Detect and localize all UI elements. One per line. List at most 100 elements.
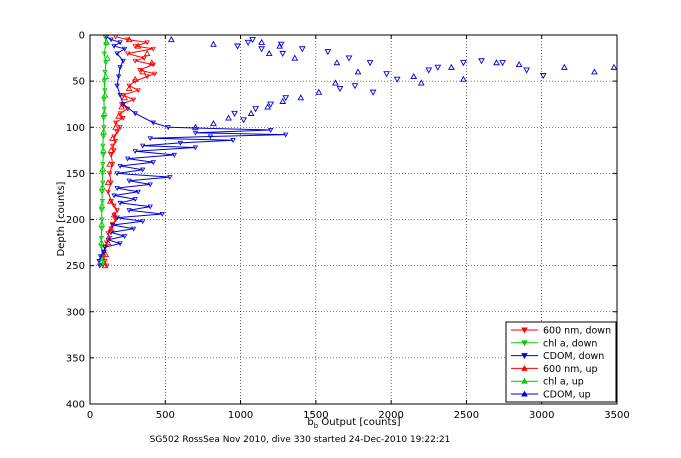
data-point — [192, 130, 199, 136]
data-point — [121, 234, 128, 239]
data-point — [192, 123, 199, 130]
data-point — [103, 263, 110, 269]
data-point — [135, 88, 141, 94]
data-point — [117, 241, 123, 247]
data-point — [111, 203, 117, 209]
series-2 — [96, 34, 547, 269]
data-point — [515, 60, 523, 68]
y-axis-label: Depth [counts] — [56, 181, 67, 256]
data-point — [345, 55, 353, 62]
data-point — [109, 223, 116, 228]
data-point — [134, 42, 142, 49]
series-4 — [98, 38, 111, 264]
data-point — [141, 56, 147, 61]
data-point — [252, 106, 259, 113]
data-point — [108, 152, 114, 158]
x-tick-label: 2500 — [454, 410, 479, 421]
data-point — [109, 222, 116, 227]
y-tick-label: 250 — [66, 261, 85, 272]
data-point — [265, 49, 273, 56]
data-point — [207, 134, 214, 140]
data-point — [114, 129, 120, 135]
series-line — [103, 36, 157, 266]
data-point — [120, 116, 126, 121]
data-point — [97, 263, 103, 269]
data-point — [114, 171, 120, 177]
data-point — [499, 60, 506, 67]
data-point — [102, 69, 108, 75]
data-point — [336, 85, 344, 93]
data-point — [100, 116, 107, 121]
data-point — [98, 183, 106, 190]
data-point — [124, 51, 131, 57]
data-point — [114, 83, 120, 89]
data-point — [225, 114, 232, 121]
y-tick-label: 200 — [66, 215, 85, 226]
data-point — [100, 143, 106, 149]
data-point — [109, 143, 116, 149]
data-point — [140, 167, 146, 173]
data-point — [137, 68, 143, 73]
data-point — [258, 46, 266, 53]
data-point — [417, 79, 425, 86]
data-point — [111, 44, 117, 49]
data-point — [98, 257, 106, 264]
data-point — [107, 225, 115, 232]
x-tick-label: 1000 — [228, 410, 253, 421]
legend-marker — [521, 327, 528, 334]
data-point — [104, 239, 112, 246]
legend-marker — [521, 340, 528, 347]
data-point — [258, 38, 266, 45]
data-point — [130, 97, 137, 103]
data-point — [132, 58, 138, 64]
data-point — [125, 84, 133, 92]
data-point — [332, 79, 339, 86]
data-point — [139, 68, 147, 75]
data-point — [115, 112, 122, 119]
data-point — [121, 46, 128, 52]
data-point — [125, 36, 133, 43]
data-point — [105, 231, 111, 237]
data-point — [425, 67, 433, 74]
data-point — [102, 72, 110, 80]
data-point — [100, 162, 106, 167]
data-point — [101, 79, 107, 84]
data-point — [610, 63, 618, 70]
data-point — [100, 152, 106, 158]
data-point — [143, 49, 151, 56]
data-point — [140, 143, 146, 149]
y-tick-label: 300 — [66, 307, 85, 318]
data-point — [165, 125, 171, 131]
data-point — [448, 63, 455, 70]
data-point — [114, 208, 120, 214]
x-tick-label: 0 — [87, 410, 93, 421]
data-point — [148, 59, 156, 66]
x-tick-label: 3000 — [529, 410, 554, 421]
data-point — [478, 58, 485, 65]
data-point — [100, 180, 106, 186]
data-point — [291, 54, 299, 61]
data-point — [99, 226, 105, 232]
data-point — [101, 91, 109, 98]
data-point — [366, 60, 374, 67]
x-axis-label-rest: Output [counts] — [318, 417, 400, 428]
x-axis-label: bb Output [counts] — [307, 417, 400, 430]
series-3 — [101, 36, 156, 269]
data-point — [150, 46, 156, 52]
data-point — [135, 189, 141, 195]
data-point — [434, 64, 442, 71]
data-point — [279, 50, 287, 57]
series-5 — [167, 36, 618, 130]
data-point — [102, 88, 108, 94]
data-point — [354, 68, 362, 75]
data-point — [132, 111, 138, 117]
data-point — [112, 139, 119, 144]
data-point — [111, 212, 117, 218]
data-point — [315, 88, 323, 95]
data-point — [268, 128, 274, 133]
legend-marker — [521, 377, 528, 384]
legend-entry-label: chl a, up — [543, 377, 584, 388]
data-point — [410, 72, 418, 80]
data-point — [121, 94, 128, 101]
